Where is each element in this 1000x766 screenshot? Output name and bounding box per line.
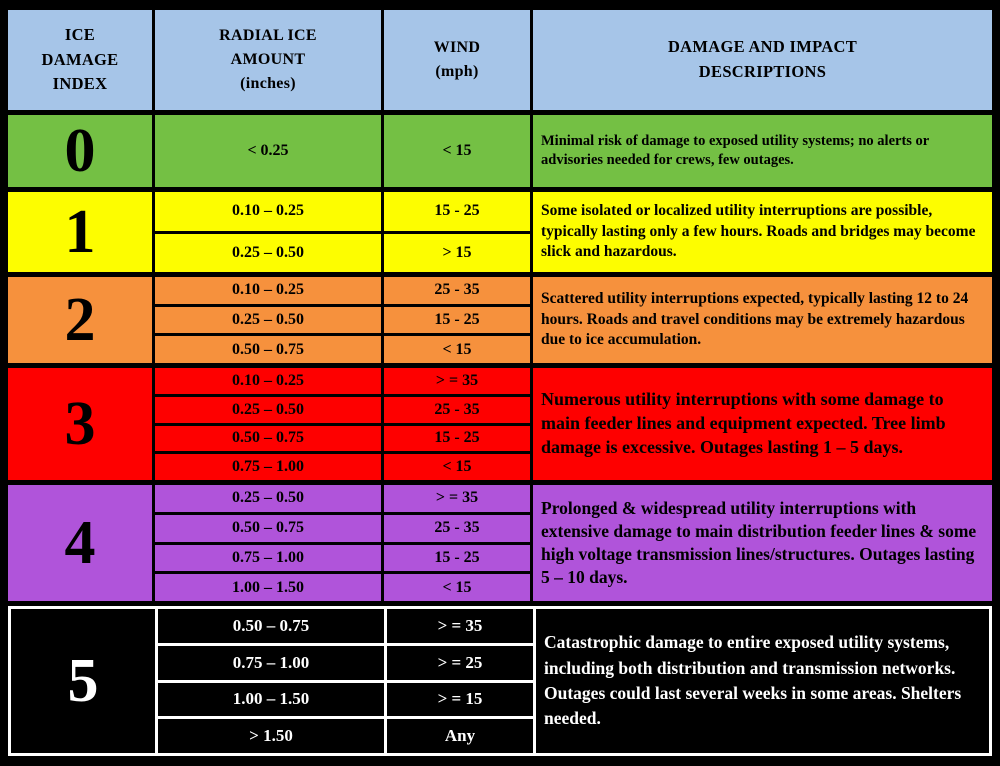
- table-subrow: 0.75 – 1.00 > = 25: [158, 645, 533, 680]
- wind-cell: > 15: [384, 233, 530, 272]
- table-subrow: 0.10 – 0.25 15 - 25: [155, 192, 530, 231]
- ice-amount-cell: 0.75 – 1.00: [155, 454, 381, 480]
- header-radial-ice-amount: RADIAL ICE AMOUNT (inches): [155, 10, 381, 110]
- index-value-5: 5: [11, 609, 155, 753]
- wind-cell: < 15: [384, 574, 530, 601]
- table-subrow: 0.25 – 0.50 25 - 35: [155, 396, 530, 423]
- table-subrow: > 1.50 Any: [158, 719, 533, 753]
- ice-amount-cell: 0.10 – 0.25: [155, 277, 381, 304]
- index-value-2: 2: [8, 277, 152, 363]
- ice-amount-cell: 0.50 – 0.75: [155, 514, 381, 542]
- wind-cell: 15 - 25: [384, 425, 530, 452]
- damage-row-1: 1 0.10 – 0.25 15 - 25 0.25 – 0.50 > 15 S…: [8, 192, 992, 272]
- table-subrow: 0.10 – 0.25 > = 35: [155, 368, 530, 394]
- table-subrow: 0.25 – 0.50 > 15: [155, 233, 530, 272]
- header-damage-descriptions: DAMAGE AND IMPACT DESCRIPTIONS: [533, 10, 992, 110]
- ice-amount-cell: 0.50 – 0.75: [155, 336, 381, 364]
- wind-cell: < 15: [384, 454, 530, 480]
- ice-wind-group-3: 0.10 – 0.25 > = 35 0.25 – 0.50 25 - 35 0…: [155, 368, 530, 480]
- index-value-0: 0: [8, 115, 152, 187]
- ice-wind-group-0: < 0.25 < 15: [155, 115, 530, 187]
- wind-cell: > = 25: [387, 645, 533, 680]
- wind-cell: 15 - 25: [384, 192, 530, 231]
- ice-amount-cell: 0.25 – 0.50: [155, 233, 381, 272]
- table-subrow: 1.00 – 1.50 < 15: [155, 574, 530, 601]
- ice-amount-cell: 1.00 – 1.50: [158, 682, 384, 717]
- ice-wind-group-4: 0.25 – 0.50 > = 35 0.50 – 0.75 25 - 35 0…: [155, 485, 530, 601]
- wind-cell: 25 - 35: [384, 396, 530, 423]
- ice-amount-cell: 0.10 – 0.25: [155, 192, 381, 231]
- wind-cell: < 15: [384, 115, 530, 187]
- wind-cell: Any: [387, 719, 533, 753]
- ice-amount-cell: 0.75 – 1.00: [155, 544, 381, 572]
- wind-cell: > = 15: [387, 682, 533, 717]
- index-value-1: 1: [8, 192, 152, 272]
- table-subrow: 0.50 – 0.75 25 - 35: [155, 514, 530, 542]
- damage-row-3: 3 0.10 – 0.25 > = 35 0.25 – 0.50 25 - 35…: [8, 368, 992, 480]
- wind-cell: > = 35: [384, 368, 530, 394]
- ice-wind-group-1: 0.10 – 0.25 15 - 25 0.25 – 0.50 > 15: [155, 192, 530, 272]
- wind-cell: 25 - 35: [384, 277, 530, 304]
- ice-wind-group-5: 0.50 – 0.75 > = 35 0.75 – 1.00 > = 25 1.…: [158, 609, 533, 753]
- wind-cell: > = 35: [387, 609, 533, 643]
- ice-wind-group-2: 0.10 – 0.25 25 - 35 0.25 – 0.50 15 - 25 …: [155, 277, 530, 364]
- ice-amount-cell: 0.75 – 1.00: [158, 645, 384, 680]
- wind-cell: < 15: [384, 336, 530, 364]
- description-cell-3: Numerous utility interruptions with some…: [533, 368, 992, 480]
- description-cell-5: Catastrophic damage to entire exposed ut…: [536, 609, 989, 753]
- damage-row-5: 5 0.50 – 0.75 > = 35 0.75 – 1.00 > = 25 …: [8, 606, 992, 756]
- wind-cell: > = 35: [384, 485, 530, 512]
- table-subrow: 0.10 – 0.25 25 - 35: [155, 277, 530, 304]
- wind-cell: 15 - 25: [384, 306, 530, 334]
- header-subrow: RADIAL ICE AMOUNT (inches) WIND (mph): [155, 10, 530, 110]
- damage-row-0: 0 < 0.25 < 15 Minimal risk of damage to …: [8, 115, 992, 187]
- ice-amount-cell: 0.25 – 0.50: [155, 485, 381, 512]
- header-ice-damage-index: ICE DAMAGE INDEX: [8, 10, 152, 110]
- table-subrow: < 0.25 < 15: [155, 115, 530, 187]
- table-subrow: 0.75 – 1.00 < 15: [155, 454, 530, 480]
- ice-amount-cell: 0.50 – 0.75: [158, 609, 384, 643]
- header-wind: WIND (mph): [384, 10, 530, 110]
- damage-row-4: 4 0.25 – 0.50 > = 35 0.50 – 0.75 25 - 35…: [8, 485, 992, 601]
- ice-amount-cell: < 0.25: [155, 115, 381, 187]
- description-cell-4: Prolonged & widespread utility interrupt…: [533, 485, 992, 601]
- ice-amount-cell: 1.00 – 1.50: [155, 574, 381, 601]
- table-subrow: 0.25 – 0.50 > = 35: [155, 485, 530, 512]
- description-cell-0: Minimal risk of damage to exposed utilit…: [533, 115, 992, 187]
- table-subrow: 0.50 – 0.75 > = 35: [158, 609, 533, 643]
- table-header-row: ICE DAMAGE INDEX RADIAL ICE AMOUNT (inch…: [8, 10, 992, 110]
- ice-amount-cell: 0.25 – 0.50: [155, 306, 381, 334]
- table-subrow: 1.00 – 1.50 > = 15: [158, 682, 533, 717]
- description-cell-1: Some isolated or localized utility inter…: [533, 192, 992, 272]
- table-subrow: 0.25 – 0.50 15 - 25: [155, 306, 530, 334]
- index-value-4: 4: [8, 485, 152, 601]
- ice-amount-cell: 0.50 – 0.75: [155, 425, 381, 452]
- damage-row-2: 2 0.10 – 0.25 25 - 35 0.25 – 0.50 15 - 2…: [8, 277, 992, 364]
- ice-amount-cell: 0.10 – 0.25: [155, 368, 381, 394]
- wind-cell: 25 - 35: [384, 514, 530, 542]
- table-subrow: 0.50 – 0.75 < 15: [155, 336, 530, 364]
- description-cell-2: Scattered utility interruptions expected…: [533, 277, 992, 363]
- table-subrow: 0.50 – 0.75 15 - 25: [155, 425, 530, 452]
- header-mid-group: RADIAL ICE AMOUNT (inches) WIND (mph): [155, 10, 530, 110]
- wind-cell: 15 - 25: [384, 544, 530, 572]
- ice-amount-cell: > 1.50: [158, 719, 384, 753]
- index-value-3: 3: [8, 368, 152, 480]
- ice-amount-cell: 0.25 – 0.50: [155, 396, 381, 423]
- table-subrow: 0.75 – 1.00 15 - 25: [155, 544, 530, 572]
